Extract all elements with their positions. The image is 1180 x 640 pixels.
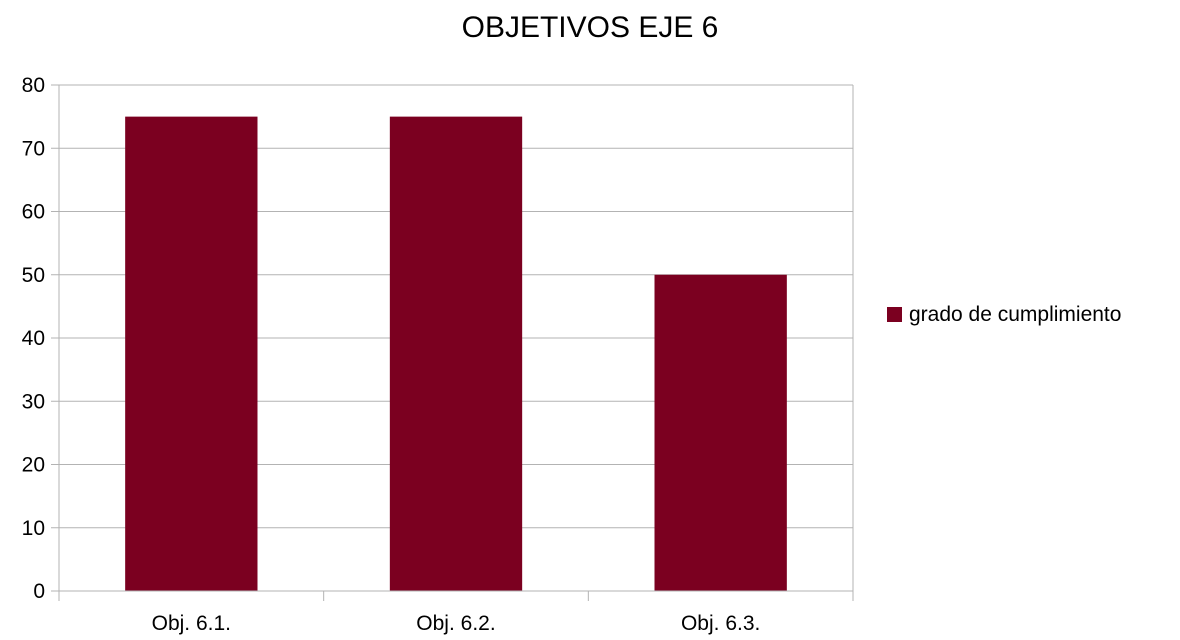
x-tick-label: Obj. 6.1. (152, 612, 231, 635)
x-tick-label: Obj. 6.3. (681, 612, 760, 635)
bar-3 (654, 274, 787, 591)
y-tick-label: 40 (22, 327, 45, 350)
x-tick-label: Obj. 6.2. (416, 612, 495, 635)
y-tick-label: 60 (22, 201, 45, 224)
x-tick-labels: Obj. 6.1. Obj. 6.2. Obj. 6.3. (152, 612, 761, 635)
y-tick-labels: 0 10 20 30 40 50 60 70 80 (22, 74, 45, 603)
y-tick-label: 20 (22, 454, 45, 477)
legend-swatch (887, 307, 902, 322)
y-tick-label: 10 (22, 517, 45, 540)
bar-1 (125, 116, 258, 591)
axes (51, 84, 854, 601)
y-tick-label: 70 (22, 137, 45, 160)
y-tick-label: 50 (22, 264, 45, 287)
legend: grado de cumplimiento (887, 303, 1121, 326)
chart-title: OBJETIVOS EJE 6 (462, 11, 719, 44)
y-tick-label: 80 (22, 74, 45, 97)
y-tick-label: 30 (22, 390, 45, 413)
y-tick-label: 0 (33, 580, 45, 603)
legend-label: grado de cumplimiento (909, 303, 1121, 326)
bars (125, 116, 787, 591)
bar-2 (389, 116, 523, 591)
